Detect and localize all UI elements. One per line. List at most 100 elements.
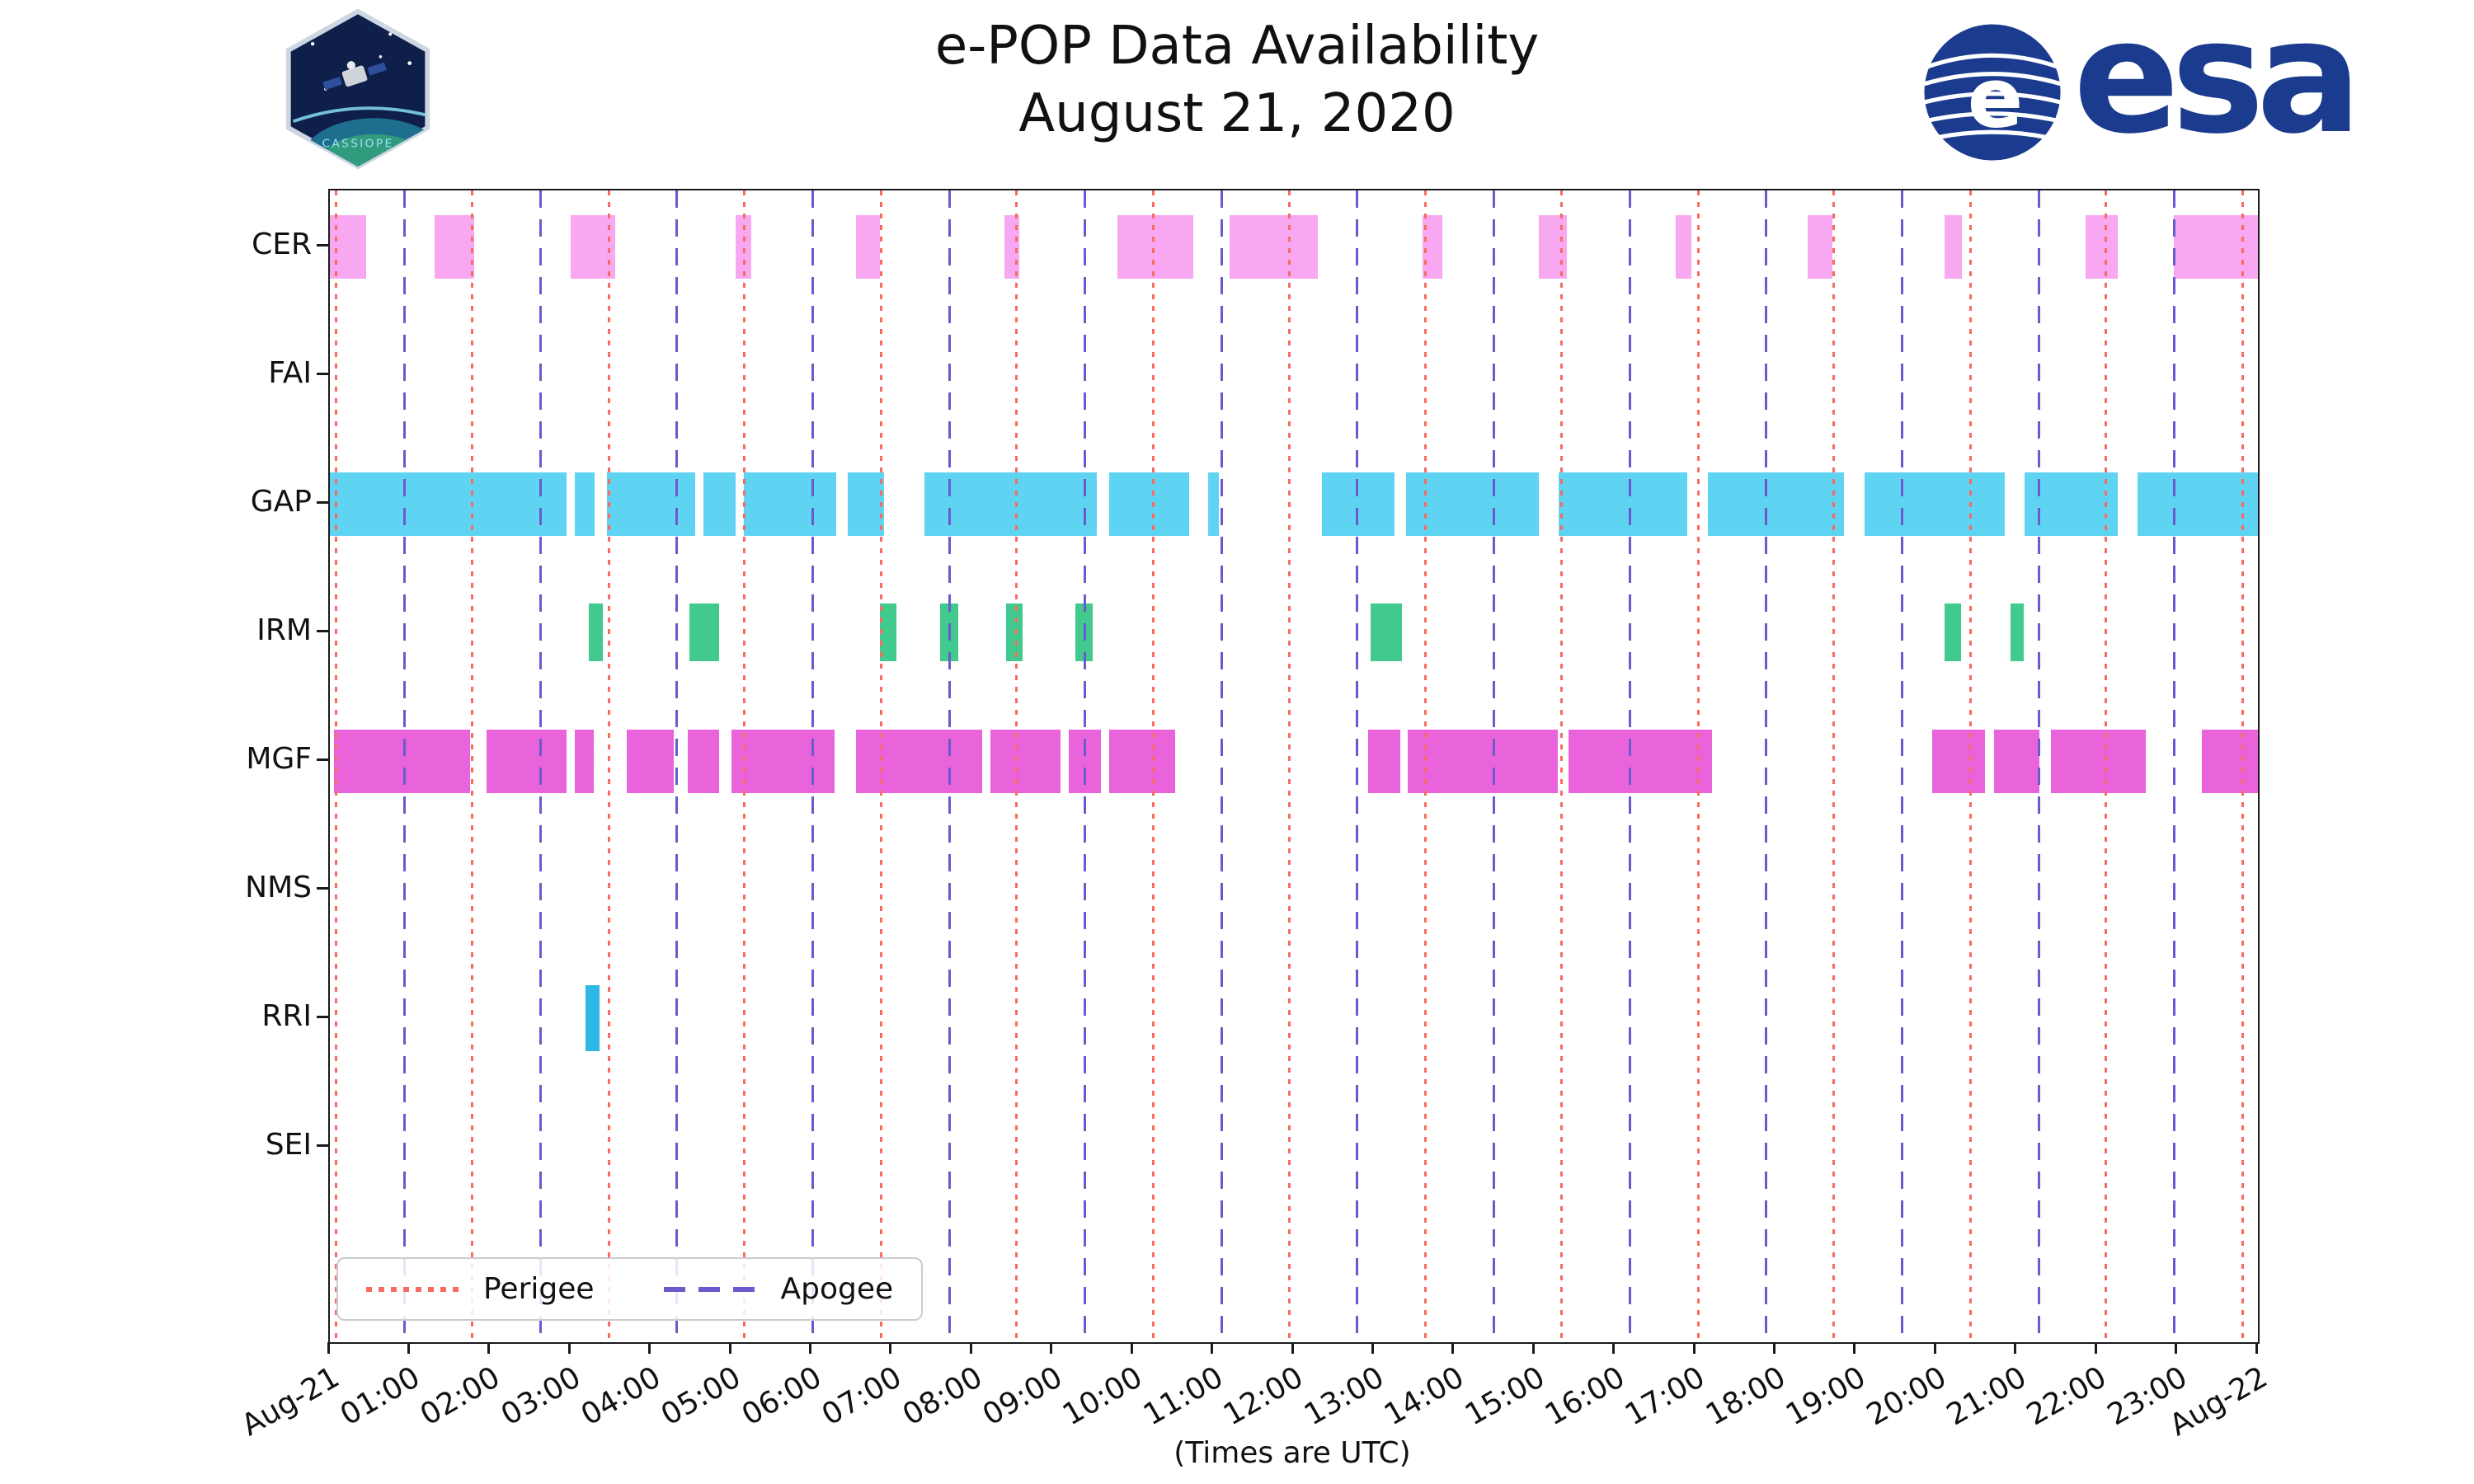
- availability-bar-mgf: [486, 729, 567, 793]
- availability-bar-gap: [2025, 472, 2118, 536]
- availability-bar-cer: [1945, 214, 1963, 279]
- cassiope-patch-logo: CASSIOPE: [277, 8, 439, 173]
- apogee-line: [675, 190, 679, 1342]
- x-tick-label: 22:00: [2021, 1360, 2113, 1433]
- availability-bar-mgf: [1932, 729, 1985, 793]
- apogee-line: [2173, 190, 2176, 1342]
- chart-legend: Perigee Apogee: [336, 1257, 924, 1321]
- x-tick-label: 05:00: [656, 1360, 747, 1433]
- perigee-line: [1832, 190, 1836, 1342]
- x-axis-tick: [2014, 1342, 2017, 1354]
- x-axis-caption: (Times are UTC): [1174, 1436, 1411, 1470]
- x-axis-tick: [969, 1342, 972, 1354]
- availability-bar-mgf: [687, 729, 720, 793]
- perigee-line: [1424, 190, 1427, 1342]
- apogee-line: [1765, 190, 1768, 1342]
- perigee-line: [1696, 190, 1700, 1342]
- row-label-cer: CER: [252, 228, 312, 261]
- x-tick-label: 16:00: [1539, 1360, 1631, 1433]
- availability-bar-cer: [2085, 214, 2118, 279]
- x-axis-tick: [327, 1342, 330, 1354]
- apogee-line: [1493, 190, 1496, 1342]
- svg-text:e: e: [1968, 49, 2024, 146]
- apogee-line-sample-icon: [663, 1286, 761, 1292]
- x-axis-tick: [2255, 1342, 2258, 1354]
- x-tick-label: 08:00: [896, 1360, 988, 1433]
- availability-bar-gap: [1108, 472, 1190, 536]
- availability-bar-cer: [1675, 214, 1692, 279]
- apogee-line: [948, 190, 951, 1342]
- x-axis-tick: [567, 1342, 571, 1354]
- availability-bar-mgf: [575, 729, 594, 793]
- x-tick-label: 03:00: [495, 1360, 586, 1433]
- availability-bar-irm: [880, 603, 896, 661]
- legend-label-perigee: Perigee: [483, 1272, 595, 1306]
- availability-bar-cer: [1117, 214, 1194, 279]
- row-label-mgf: MGF: [246, 742, 312, 776]
- x-tick-label: 20:00: [1860, 1360, 1952, 1433]
- availability-bar-gap: [2137, 472, 2258, 536]
- availability-bar-mgf: [1408, 729, 1558, 793]
- row-label-rri: RRI: [261, 999, 312, 1033]
- availability-bar-cer: [434, 214, 475, 279]
- apogee-line: [403, 190, 407, 1342]
- availability-bar-irm: [2010, 603, 2024, 661]
- y-axis-tick: [317, 887, 328, 890]
- y-axis-tick: [317, 1144, 328, 1147]
- plot-area: Perigee Apogee: [328, 189, 2260, 1344]
- availability-bar-cer: [2173, 214, 2258, 279]
- perigee-line: [879, 190, 882, 1342]
- apogee-line: [1628, 190, 1631, 1342]
- row-label-gap: GAP: [250, 485, 312, 519]
- y-axis-tick: [317, 758, 328, 761]
- availability-bar-gap: [330, 472, 567, 536]
- y-axis-tick: [317, 1016, 328, 1018]
- y-axis-tick: [317, 244, 328, 247]
- availability-bar-mgf: [333, 729, 471, 793]
- x-tick-label: 06:00: [736, 1360, 827, 1433]
- x-axis-tick: [1531, 1342, 1535, 1354]
- x-axis-tick: [407, 1342, 410, 1354]
- x-axis-tick: [1050, 1342, 1053, 1354]
- availability-bar-mgf: [731, 729, 835, 793]
- apogee-line: [1084, 190, 1087, 1342]
- availability-bar-gap: [924, 472, 1098, 536]
- availability-bar-irm: [689, 603, 720, 661]
- x-tick-label: 15:00: [1459, 1360, 1550, 1433]
- availability-bar-cer: [856, 214, 881, 279]
- perigee-line: [470, 190, 473, 1342]
- row-label-nms: NMS: [245, 871, 312, 904]
- row-label-sei: SEI: [265, 1128, 312, 1162]
- availability-bar-mgf: [856, 729, 983, 793]
- x-axis-tick: [889, 1342, 892, 1354]
- esa-globe-icon: e: [1923, 24, 2062, 161]
- x-axis-tick: [1692, 1342, 1696, 1354]
- availability-bar-rri: [585, 985, 600, 1051]
- x-tick-label: 19:00: [1780, 1360, 1872, 1433]
- availability-bar-mgf: [1994, 729, 2040, 793]
- x-tick-label: 18:00: [1700, 1360, 1791, 1433]
- x-axis-tick: [487, 1342, 491, 1354]
- perigee-line: [1559, 190, 1563, 1342]
- x-tick-label: Aug-21: [236, 1360, 346, 1444]
- x-axis-tick: [1773, 1342, 1776, 1354]
- perigee-line: [1287, 190, 1291, 1342]
- x-axis-tick: [1853, 1342, 1856, 1354]
- x-tick-label: 10:00: [1057, 1360, 1149, 1433]
- cassiope-patch-icon: CASSIOPE: [285, 8, 430, 170]
- x-axis-tick: [1612, 1342, 1616, 1354]
- esa-wordmark: esa: [2073, 0, 2362, 168]
- apogee-line: [1356, 190, 1359, 1342]
- availability-bar-gap: [743, 472, 836, 536]
- x-axis-tick: [728, 1342, 731, 1354]
- x-axis-tick: [1130, 1342, 1133, 1354]
- y-axis-tick: [317, 501, 328, 504]
- chart-subtitle-date: August 21, 2020: [1018, 82, 1456, 144]
- x-tick-label: 04:00: [575, 1360, 667, 1433]
- x-axis-tick: [809, 1342, 811, 1354]
- availability-bar-gap: [1864, 472, 2006, 536]
- availability-bar-mgf: [1569, 729, 1712, 793]
- availability-bar-gap: [1207, 472, 1220, 536]
- availability-bar-gap: [848, 472, 885, 536]
